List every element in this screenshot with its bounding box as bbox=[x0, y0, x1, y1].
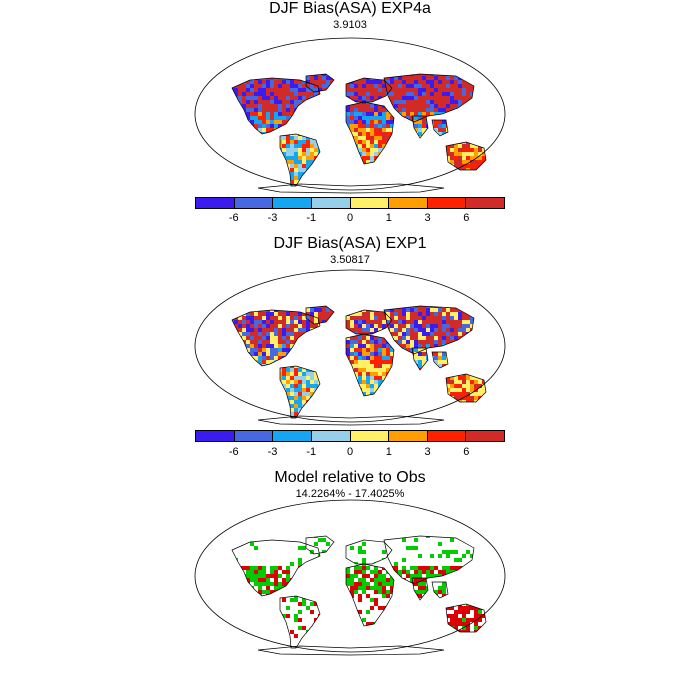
coastline-antarctica bbox=[257, 415, 445, 426]
map-exp1 bbox=[194, 269, 506, 426]
colorbar-tick-label: -3 bbox=[267, 212, 278, 224]
colorbar-tick-label: -1 bbox=[306, 212, 317, 224]
colorbar-segment bbox=[234, 198, 274, 208]
coastlines bbox=[231, 73, 487, 194]
coastlines bbox=[231, 535, 487, 656]
colorbar-tick-label: 3 bbox=[424, 446, 431, 458]
colorbar-exp4a-labels: -6 -3 -1 0 1 3 6 bbox=[195, 212, 505, 228]
coastline-india bbox=[411, 115, 429, 139]
panel-1-title: DJF Bias(ASA) EXP4a bbox=[269, 0, 431, 17]
colorbar-segment bbox=[273, 431, 312, 441]
coastline-asia bbox=[383, 305, 475, 355]
coastline-northAmerica bbox=[231, 77, 321, 135]
coastline-australia bbox=[445, 603, 487, 633]
coastline-southAmerica bbox=[279, 365, 321, 419]
colorbar-exp1 bbox=[195, 430, 505, 442]
panel-3-title: Model relative to Obs bbox=[274, 469, 426, 486]
coastline-northAmerica bbox=[231, 539, 321, 597]
coastline-europe bbox=[345, 309, 393, 335]
map-border bbox=[194, 37, 506, 191]
colorbar-segment bbox=[196, 431, 235, 441]
panel-2-subtitle: 3.50817 bbox=[330, 254, 370, 266]
coastline-europe bbox=[345, 77, 393, 103]
colorbar-segment bbox=[466, 431, 504, 441]
coastline-seAsia bbox=[431, 119, 449, 137]
map-border bbox=[194, 499, 506, 653]
map-border bbox=[194, 269, 506, 423]
coastline-africa bbox=[345, 333, 395, 397]
coastline-greenland bbox=[305, 535, 335, 555]
colorbar-tick-label: 1 bbox=[385, 446, 392, 458]
colorbar-tick-label: 0 bbox=[346, 446, 354, 458]
colorbar-segment bbox=[196, 198, 235, 208]
colorbar-tick-label: 1 bbox=[385, 212, 392, 224]
coastline-asia bbox=[383, 73, 475, 123]
colorbar-segment bbox=[389, 431, 428, 441]
colorbar-segment bbox=[273, 198, 312, 208]
coastline-europe bbox=[345, 539, 393, 565]
coastline-seAsia bbox=[431, 351, 449, 369]
coastline-australia bbox=[445, 373, 487, 403]
map-exp4a bbox=[194, 37, 506, 194]
colorbar-segment bbox=[427, 431, 467, 441]
colorbar-tick-label: 3 bbox=[424, 212, 431, 224]
coastline-asia bbox=[383, 535, 475, 585]
colorbar-segment bbox=[389, 198, 428, 208]
colorbar-tick-label: -6 bbox=[228, 212, 239, 224]
panel-1-subtitle: 3.9103 bbox=[333, 19, 367, 31]
colorbar-segment bbox=[350, 431, 390, 441]
colorbar-segment bbox=[350, 198, 390, 208]
colorbar-segment bbox=[311, 431, 351, 441]
colorbar-segment bbox=[466, 198, 504, 208]
colorbar-tick-label: -1 bbox=[306, 446, 317, 458]
coastline-northAmerica bbox=[231, 309, 321, 367]
colorbar-tick-label: -3 bbox=[267, 446, 278, 458]
coastline-antarctica bbox=[257, 645, 445, 656]
colorbar-exp4a bbox=[195, 197, 505, 209]
coastline-antarctica bbox=[257, 183, 445, 194]
coastline-india bbox=[411, 347, 429, 371]
colorbar-segment bbox=[311, 198, 351, 208]
coastline-australia bbox=[445, 141, 487, 171]
colorbar-tick-label: 6 bbox=[463, 212, 470, 224]
panel-2-title: DJF Bias(ASA) EXP1 bbox=[273, 235, 427, 252]
coastline-africa bbox=[345, 563, 395, 627]
coastline-southAmerica bbox=[279, 595, 321, 649]
panel-3-subtitle: 14.2264% - 17.4025% bbox=[295, 488, 405, 500]
colorbar-segment bbox=[427, 198, 467, 208]
colorbar-exp1-labels: -6 -3 -1 0 1 3 6 bbox=[195, 446, 505, 462]
colorbar-segment bbox=[234, 431, 274, 441]
coastline-india bbox=[411, 577, 429, 601]
coastline-africa bbox=[345, 101, 395, 165]
colorbar-tick-label: 6 bbox=[463, 446, 470, 458]
coastlines bbox=[231, 305, 487, 426]
coastline-seAsia bbox=[431, 581, 449, 599]
colorbar-tick-label: 0 bbox=[346, 212, 354, 224]
colorbar-tick-label: -6 bbox=[228, 446, 239, 458]
map-model-vs-obs bbox=[194, 499, 506, 656]
coastline-greenland bbox=[305, 73, 335, 93]
coastline-southAmerica bbox=[279, 133, 321, 187]
coastline-greenland bbox=[305, 305, 335, 325]
